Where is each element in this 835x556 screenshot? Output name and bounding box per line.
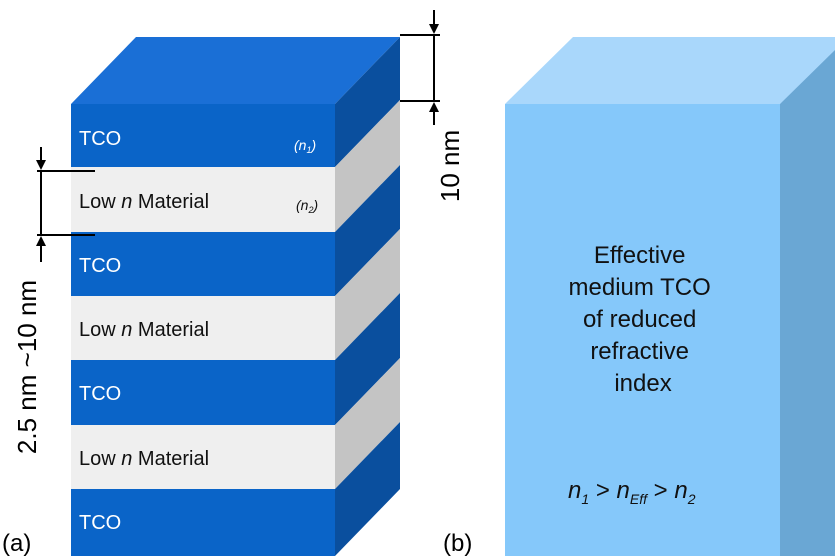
refractive-index-n1: (n1) (294, 137, 316, 155)
effective-medium-description: Effective medium TCO of reduced refracti… (569, 242, 718, 397)
tco-side-4 (335, 422, 400, 556)
tco-label-2: TCO (79, 255, 121, 277)
tco-layer-3 (71, 360, 335, 425)
panel-b-label: (b) (443, 530, 472, 556)
stack-top-face (71, 37, 400, 104)
low-n-side-2 (335, 229, 400, 360)
right-arrow-down (429, 24, 439, 34)
tco-label-3: TCO (79, 383, 121, 405)
tco-layer-2 (71, 232, 335, 296)
tco-label-4: TCO (79, 512, 121, 534)
panel-a-label: (a) (2, 530, 31, 556)
refractive-index-relation: n1 > nEff > n2 (568, 477, 696, 507)
tco-layer-4 (71, 489, 335, 556)
low-n-layer-3 (71, 425, 335, 489)
tco-side-2 (335, 165, 400, 296)
effective-top-face (505, 37, 835, 104)
right-arrow-up (429, 102, 439, 112)
low-n-label-1: Low n Material (79, 191, 209, 213)
low-n-label-3: Low n Material (79, 448, 209, 470)
left-arrow-down (36, 160, 46, 170)
layer-stack (71, 37, 400, 556)
effective-side-face (780, 50, 835, 556)
left-arrow-up (36, 236, 46, 246)
effective-medium-block (505, 37, 835, 556)
left-dimension-label: 2.5 nm ~10 nm (12, 280, 42, 454)
low-n-layer-1 (71, 167, 335, 232)
low-n-label-2: Low n Material (79, 319, 209, 341)
refractive-index-n2: (n2) (296, 197, 318, 215)
right-dimension-label: 10 nm (435, 130, 465, 202)
low-n-side-1 (335, 100, 400, 232)
low-n-side-3 (335, 358, 400, 489)
tco-side-1 (335, 37, 400, 167)
tco-side-3 (335, 293, 400, 425)
low-n-layer-2 (71, 296, 335, 360)
effective-front-face (505, 104, 780, 556)
tco-layer-1 (71, 104, 335, 167)
tco-label-1: TCO (79, 128, 121, 150)
